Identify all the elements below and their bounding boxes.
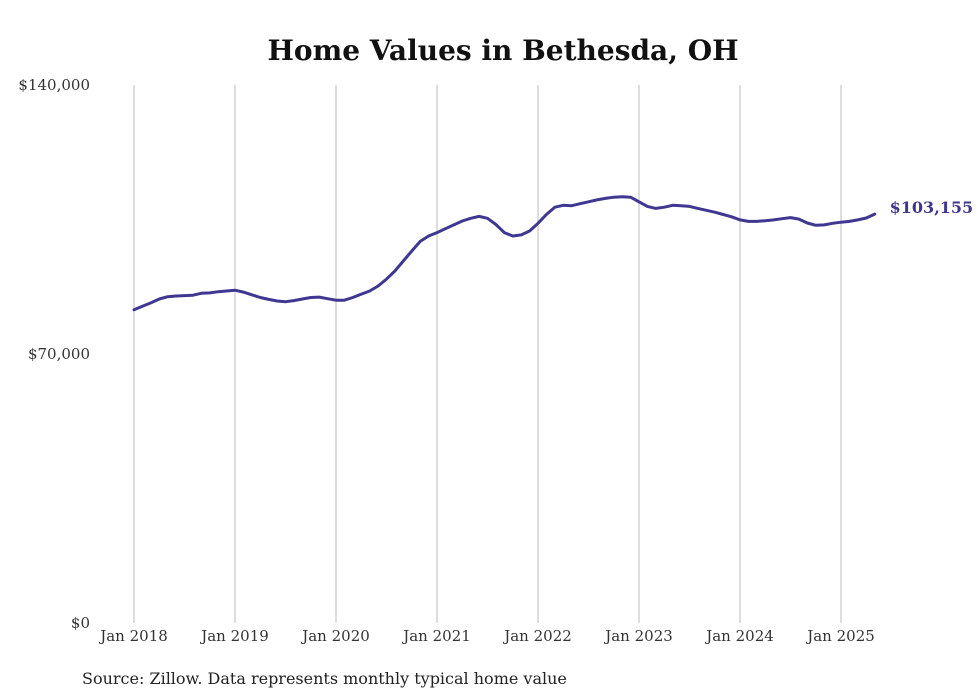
- x-tick-label: Jan 2023: [603, 627, 673, 645]
- y-tick-label: $140,000: [18, 76, 90, 94]
- x-tick-label: Jan 2021: [401, 627, 471, 645]
- series-layer: [132, 195, 877, 312]
- y-axis-ticks: $0 $70,000 $140,000: [18, 76, 90, 632]
- x-tick-label: Jan 2018: [98, 627, 168, 645]
- y-tick-label: $0: [71, 614, 90, 632]
- x-tick-label: Jan 2019: [199, 627, 269, 645]
- x-tick-label: Jan 2020: [300, 627, 370, 645]
- source-note: Source: Zillow. Data represents monthly …: [82, 669, 567, 688]
- x-tick-label: Jan 2022: [502, 627, 572, 645]
- end-value-label: $103,155: [890, 198, 974, 217]
- x-tick-label: Jan 2024: [704, 627, 774, 645]
- series-line-0: [132, 195, 877, 312]
- x-tick-label: Jan 2025: [805, 627, 875, 645]
- grid-lines: [133, 85, 842, 623]
- y-tick-label: $70,000: [28, 345, 90, 363]
- chart-title: Home Values in Bethesda, OH: [267, 34, 738, 67]
- x-axis-ticks: Jan 2018 Jan 2019 Jan 2020 Jan 2021 Jan 2022…: [98, 627, 875, 645]
